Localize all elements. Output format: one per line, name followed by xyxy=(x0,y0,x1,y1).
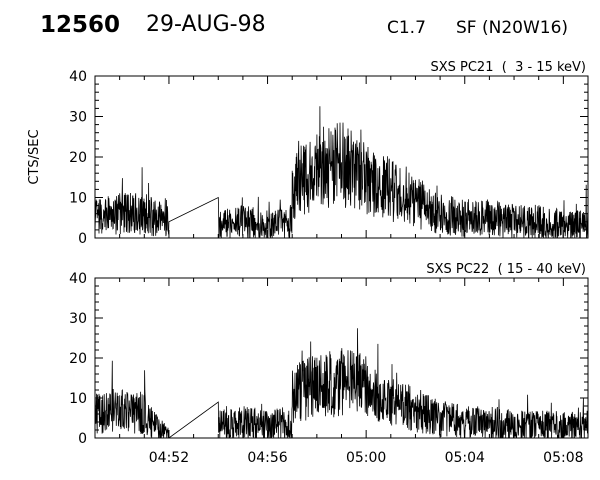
y-tick-label: 10 xyxy=(69,191,87,207)
y-tick-label: 20 xyxy=(69,150,87,166)
panel-title-2: SXS PC22 ( 15 - 40 keV) xyxy=(426,262,586,277)
y-tick-label: 30 xyxy=(69,311,87,327)
series-line-2 xyxy=(94,328,589,439)
x-tick-label: 05:04 xyxy=(445,450,485,466)
panel-title-1: SXS PC21 ( 3 - 15 keV) xyxy=(430,60,586,75)
flare-location: SF (N20W16) xyxy=(456,18,569,38)
series-line-1 xyxy=(94,106,589,239)
y-tick-label: 0 xyxy=(78,431,87,447)
y-axis-label: CTS/SEC xyxy=(27,129,42,184)
x-tick-label: 05:00 xyxy=(346,450,386,466)
y-tick-label: 40 xyxy=(69,271,87,287)
x-tick-label: 05:08 xyxy=(543,450,583,466)
y-tick-label: 20 xyxy=(69,351,87,367)
y-tick-label: 30 xyxy=(69,110,87,126)
y-tick-label: 0 xyxy=(78,231,87,247)
observation-date: 29-AUG-98 xyxy=(146,12,266,37)
goes-class: C1.7 xyxy=(387,18,426,38)
event-number: 12560 xyxy=(40,12,121,38)
x-tick-label: 04:56 xyxy=(247,450,287,466)
y-tick-label: 40 xyxy=(69,69,87,85)
y-tick-label: 10 xyxy=(69,391,87,407)
x-tick-label: 04:52 xyxy=(149,450,189,466)
